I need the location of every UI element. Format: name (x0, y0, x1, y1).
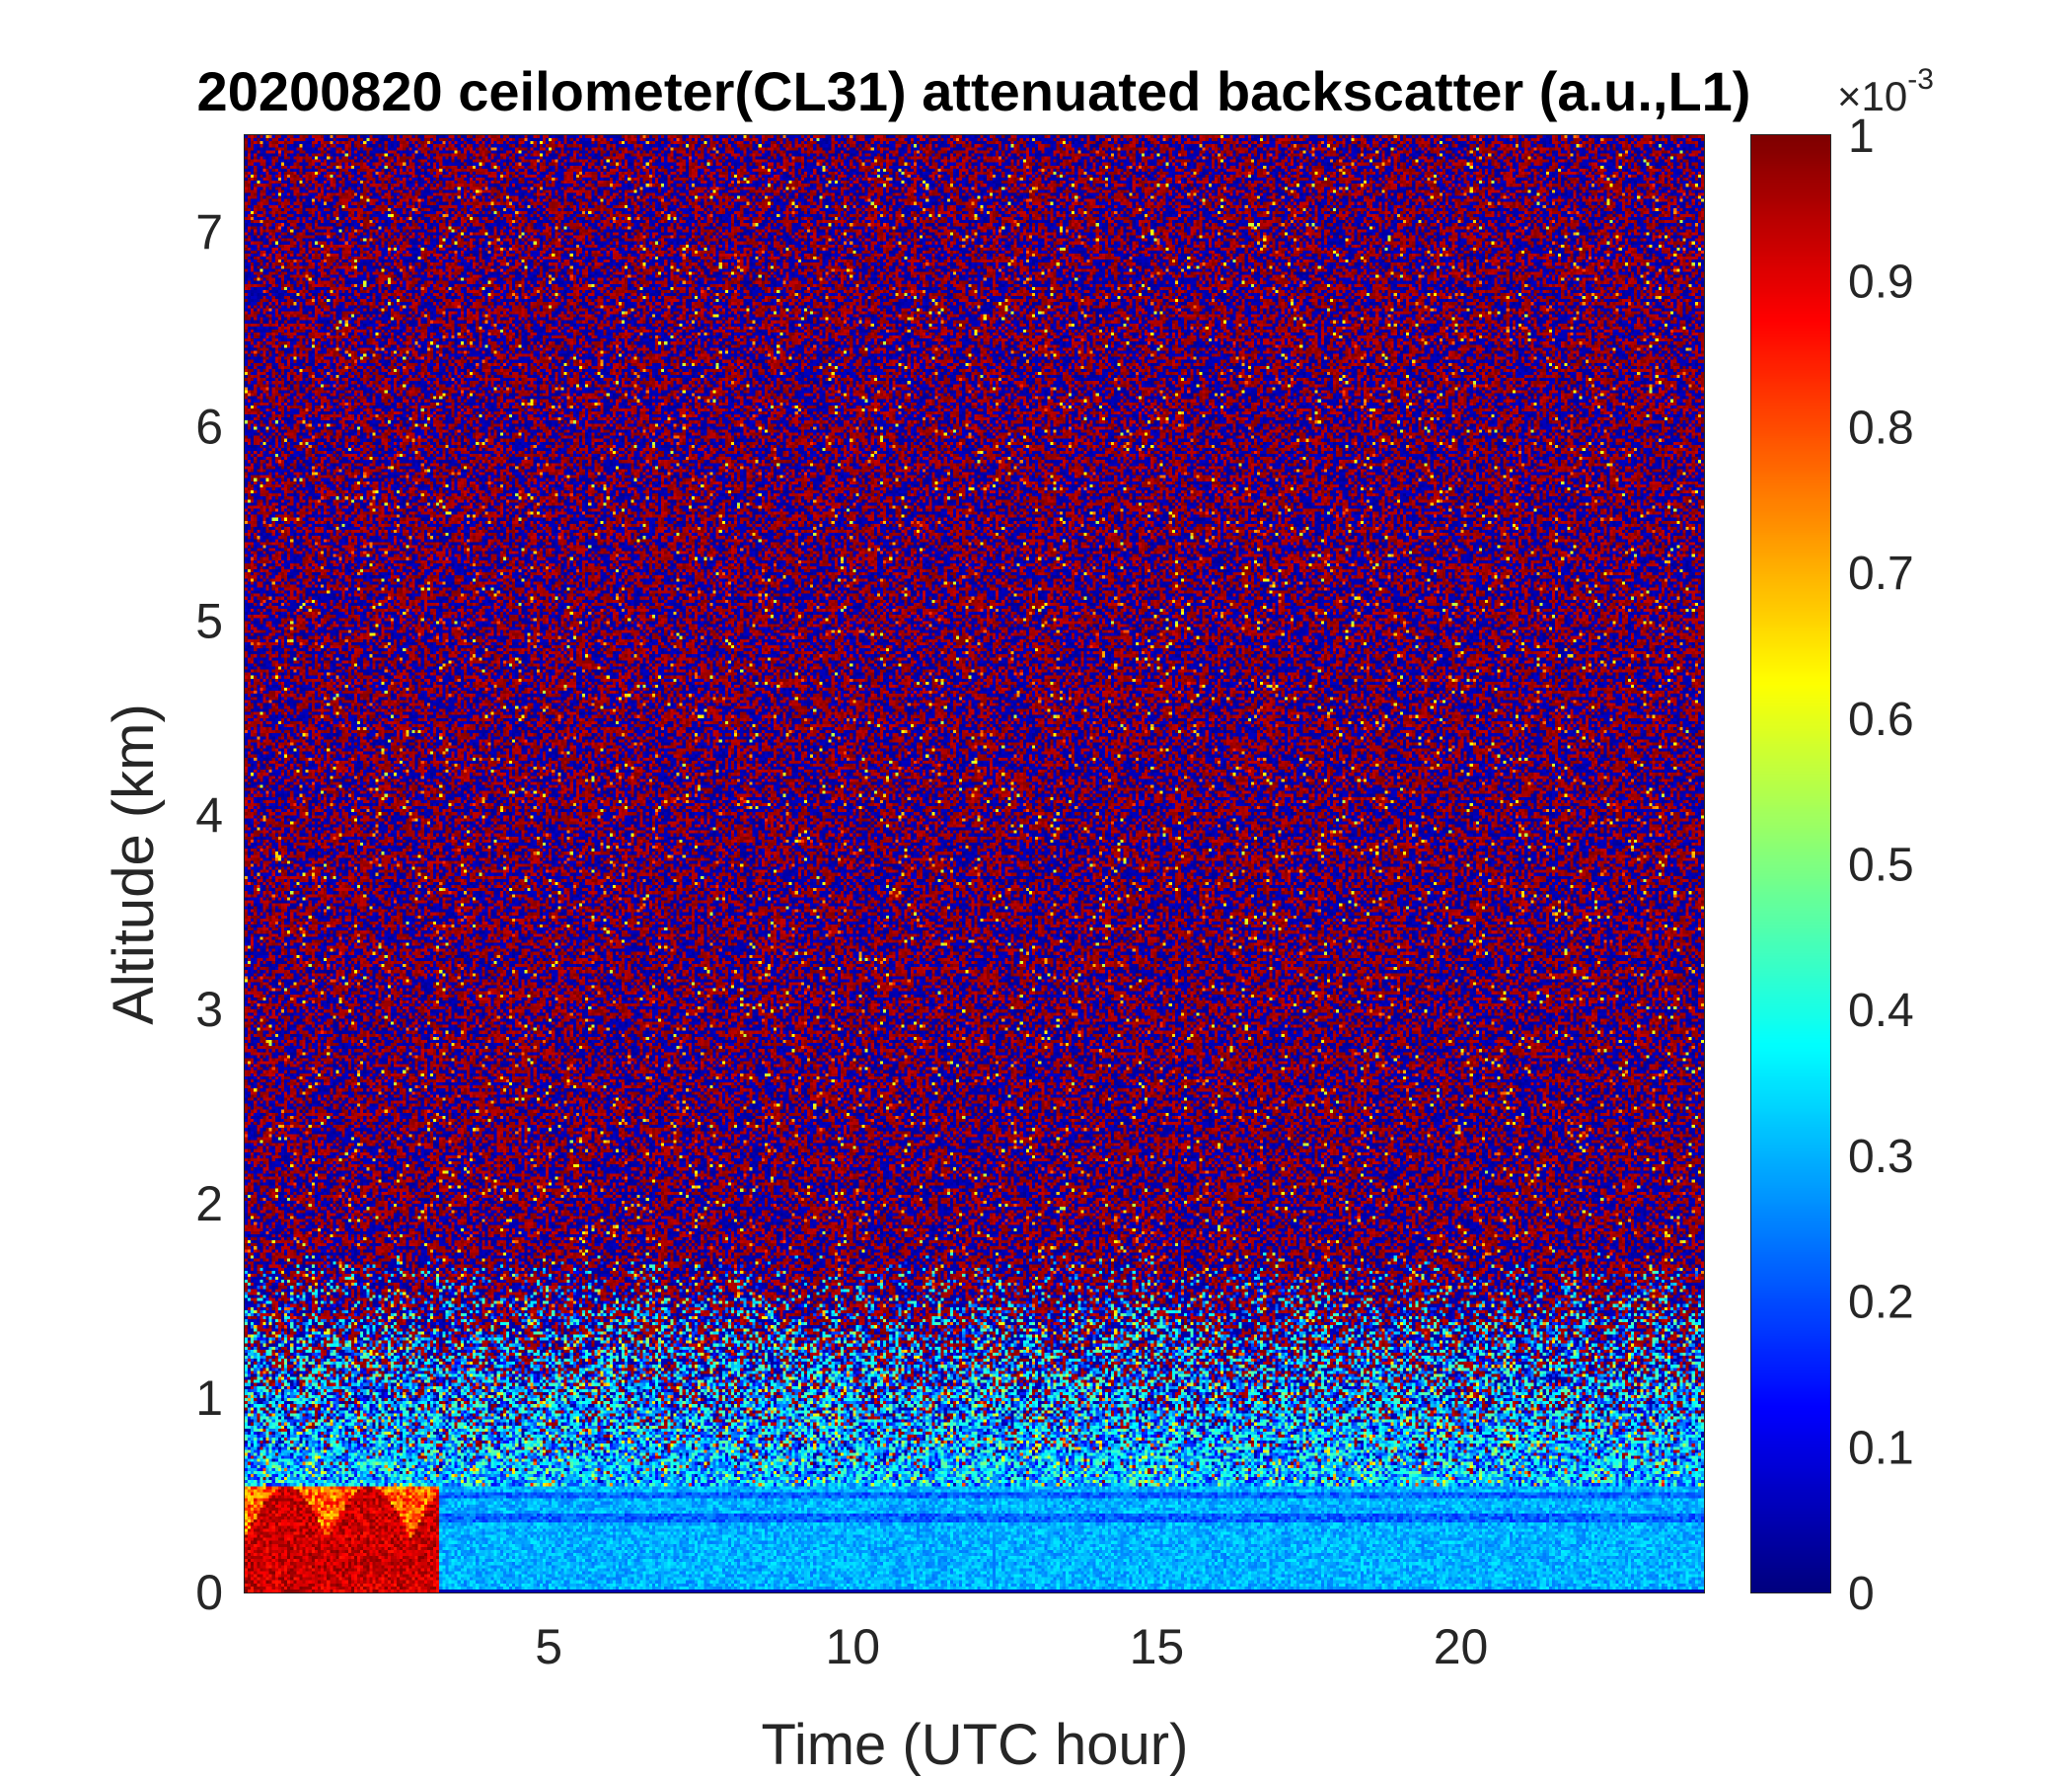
y-tick-label: 0 (195, 1565, 223, 1620)
y-axis: 0 1 2 3 4 5 6 7 (195, 204, 1704, 1620)
colorbar-tick-label: 0.6 (1848, 694, 1914, 746)
x-axis: 5 10 15 20 (535, 135, 1488, 1674)
y-tick-label: 3 (195, 982, 223, 1037)
colorbar-tick-label: 0.2 (1848, 1277, 1914, 1329)
y-tick-label: 6 (195, 399, 223, 454)
colorbar-tick-label: 0.9 (1848, 257, 1914, 309)
colorbar-tick-label: 0.7 (1848, 548, 1914, 600)
x-tick-label: 5 (535, 1619, 562, 1674)
x-axis-label: Time (UTC hour) (762, 1713, 1189, 1776)
colorbar (1751, 135, 1830, 1592)
colorbar-tick-label: 0.8 (1848, 402, 1914, 454)
colorbar-tick-label: 0 (1848, 1568, 1875, 1620)
y-tick-label: 1 (195, 1370, 223, 1426)
colorbar-tick-label: 0.4 (1848, 985, 1914, 1037)
backscatter-heatmap (245, 135, 1704, 1592)
chart-title: 20200820 ceilometer(CL31) attenuated bac… (197, 60, 1751, 122)
colorbar-multiplier: ×10-3 (1837, 63, 1934, 119)
colorbar-tick-label: 0.5 (1848, 840, 1914, 892)
x-tick-label: 15 (1130, 1619, 1185, 1674)
colorbar-exponent: -3 (1907, 63, 1934, 96)
colorbar-tick-label: 1 (1848, 111, 1875, 163)
y-axis-label: Altitude (km) (102, 703, 166, 1025)
y-tick-label: 7 (195, 204, 223, 259)
y-tick-label: 2 (195, 1176, 223, 1231)
y-tick-label: 4 (195, 787, 223, 843)
colorbar-tick-label: 0.3 (1848, 1131, 1914, 1183)
colorbar-tick-label: 0.1 (1848, 1422, 1914, 1474)
y-tick-label: 5 (195, 593, 223, 648)
x-tick-label: 10 (825, 1619, 880, 1674)
x-tick-label: 20 (1434, 1619, 1489, 1674)
colorbar-ticks: 0 0.1 0.2 0.3 0.4 0.5 0.6 0.7 0.8 0.9 1 (1818, 111, 1914, 1620)
